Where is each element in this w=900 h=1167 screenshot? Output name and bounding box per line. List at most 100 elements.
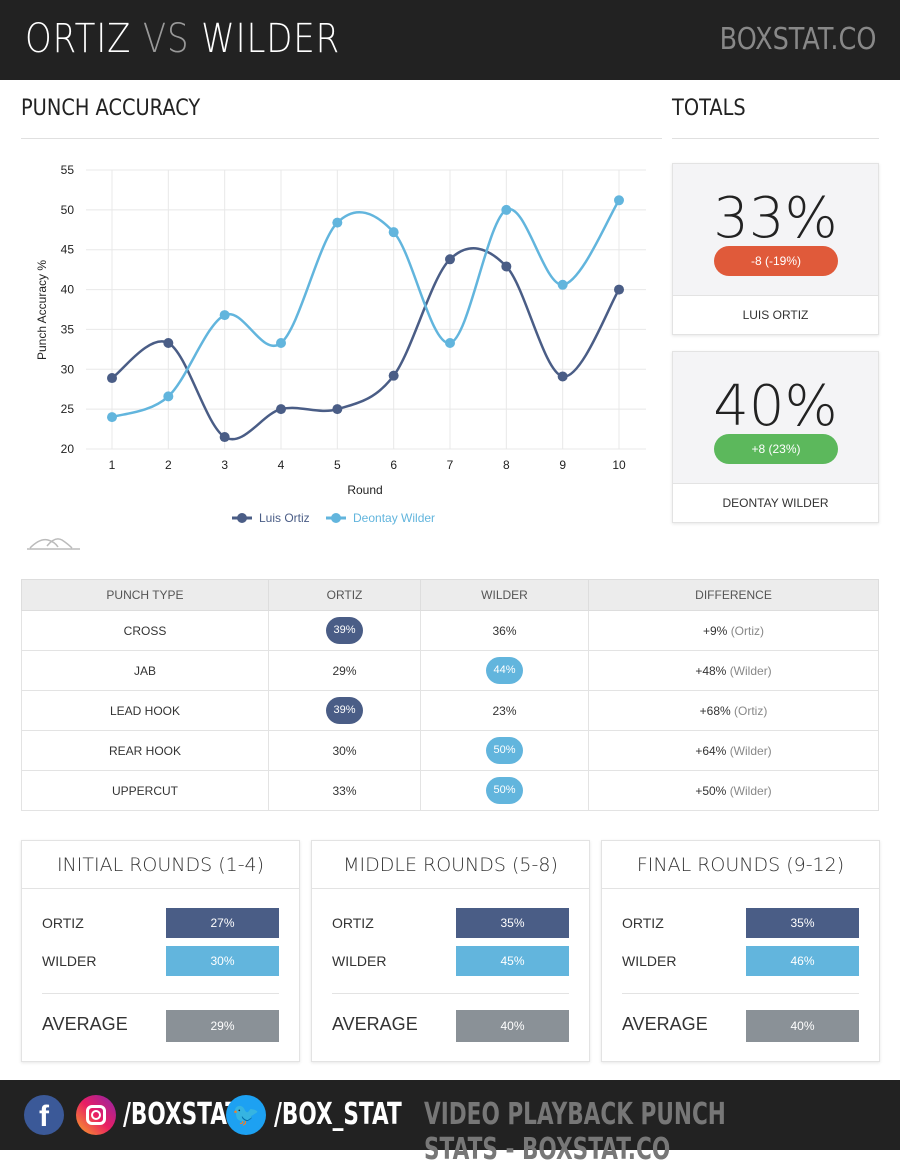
round-group-card: INITIAL ROUNDS (1-4) ORTIZ 27% WILDER 30% … [21,840,300,1062]
table-row: UPPERCUT 33% 50% +50% (Wilder) [21,770,879,811]
brand-link[interactable]: BOXSTAT.CO [719,22,876,57]
total-card: 40% +8 (23%) DEONTAY WILDER [672,351,879,523]
average-bar: 40% [456,1010,569,1042]
average-label: AVERAGE [42,1014,128,1034]
data-point [163,337,174,348]
data-point [332,404,343,415]
table-row: REAR HOOK 30% 50% +64% (Wilder) [21,730,879,771]
legend-marker [331,513,341,523]
y-tick-label: 20 [61,442,75,456]
difference: +48% [695,663,727,678]
total-card: 33% -8 (-19%) LUIS ORTIZ [672,163,879,335]
divider [42,993,279,994]
data-point [107,373,117,384]
x-tick-label: 7 [447,458,454,472]
ortiz-bar: 35% [456,908,569,938]
instagram-icon[interactable] [76,1095,116,1135]
x-tick-label: 6 [390,458,397,472]
chart-logo-icon [27,538,80,550]
legend-marker [237,513,247,523]
wilder-value: 44% [486,657,523,684]
twitter-icon[interactable]: 🐦 [226,1095,266,1135]
wilder-bar: 30% [166,946,279,976]
data-point [614,195,624,206]
fighter-name: DEONTAY WILDER [722,496,829,510]
instagram-handle[interactable]: /BOXSTAT [123,1097,240,1132]
y-tick-label: 25 [61,402,75,416]
footer-tagline: VIDEO PLAYBACK PUNCH STATS - BOXSTAT.CO [424,1097,726,1167]
x-tick-label: 10 [612,458,626,472]
average-label: AVERAGE [332,1014,418,1034]
x-tick-label: 1 [109,458,116,472]
section-title-accuracy: PUNCH ACCURACY [21,96,201,121]
wilder-label: WILDER [332,953,387,969]
data-point [332,217,343,228]
series-line-1 [111,199,621,419]
data-point [107,412,117,423]
y-axis-label: Punch Accuracy % [35,260,49,360]
divider [622,993,859,994]
x-tick-label: 9 [559,458,566,472]
punch-type: UPPERCUT [21,770,269,811]
difference: +64% [695,743,727,758]
difference-winner: (Ortiz) [734,703,768,718]
wilder-value: 23% [492,703,517,718]
data-point [388,370,399,381]
total-percent: 33% [713,186,838,251]
section-title-totals: TOTALS [672,96,746,121]
divider [332,993,569,994]
data-point [163,391,174,402]
col-header: PUNCH TYPE [21,579,269,611]
ortiz-label: ORTIZ [42,915,84,931]
col-header: DIFFERENCE [588,579,879,611]
divider [21,138,662,139]
header: ORTIZ VS WILDER BOXSTAT.CO [0,0,900,80]
x-tick-label: 3 [221,458,228,472]
twitter-handle[interactable]: /BOX_STAT [274,1097,402,1132]
y-tick-label: 50 [61,203,75,217]
x-axis-label: Round [347,483,382,497]
x-tick-label: 8 [503,458,510,472]
data-point [614,284,624,295]
vs-label: VS [142,16,190,62]
average-label: AVERAGE [622,1014,708,1034]
round-group-title: INITIAL ROUNDS (1-4) [22,841,299,889]
legend-label: Luis Ortiz [259,511,310,525]
y-tick-label: 35 [61,322,75,336]
data-point [388,227,399,238]
change-badge: +8 (23%) [714,434,838,464]
table-row: LEAD HOOK 39% 23% +68% (Ortiz) [21,690,879,731]
total-percent: 40% [713,374,838,439]
wilder-value: 36% [492,623,517,638]
wilder-bar: 45% [456,946,569,976]
data-point [445,254,455,265]
divider [672,138,879,139]
ortiz-value: 29% [332,663,357,678]
facebook-icon[interactable]: f [24,1095,64,1135]
difference: +68% [699,703,731,718]
data-point [276,337,286,348]
y-tick-label: 55 [61,163,75,177]
footer: f /BOXSTAT 🐦 /BOX_STAT VIDEO PLAYBACK PU… [0,1080,900,1167]
difference-winner: (Ortiz) [730,623,765,638]
round-group-title: MIDDLE ROUNDS (5-8) [312,841,589,889]
ortiz-bar: 35% [746,908,859,938]
data-point [557,279,568,290]
table-row: CROSS 39% 36% +9% (Ortiz) [21,610,879,651]
series-line-0 [111,247,621,441]
data-point [445,337,455,348]
difference: +50% [695,783,727,798]
wilder-value: 50% [486,737,523,764]
x-tick-label: 2 [165,458,172,472]
wilder-value: 50% [486,777,523,804]
ortiz-value: 30% [332,743,357,758]
fighter2-name: WILDER [201,16,341,62]
difference-winner: (Wilder) [729,663,772,678]
difference: +9% [702,623,728,638]
x-tick-label: 5 [334,458,341,472]
ortiz-value: 39% [326,697,363,724]
col-header: ORTIZ [268,579,421,611]
ortiz-bar: 27% [166,908,279,938]
change-badge: -8 (-19%) [714,246,838,276]
ortiz-value: 39% [326,617,363,644]
